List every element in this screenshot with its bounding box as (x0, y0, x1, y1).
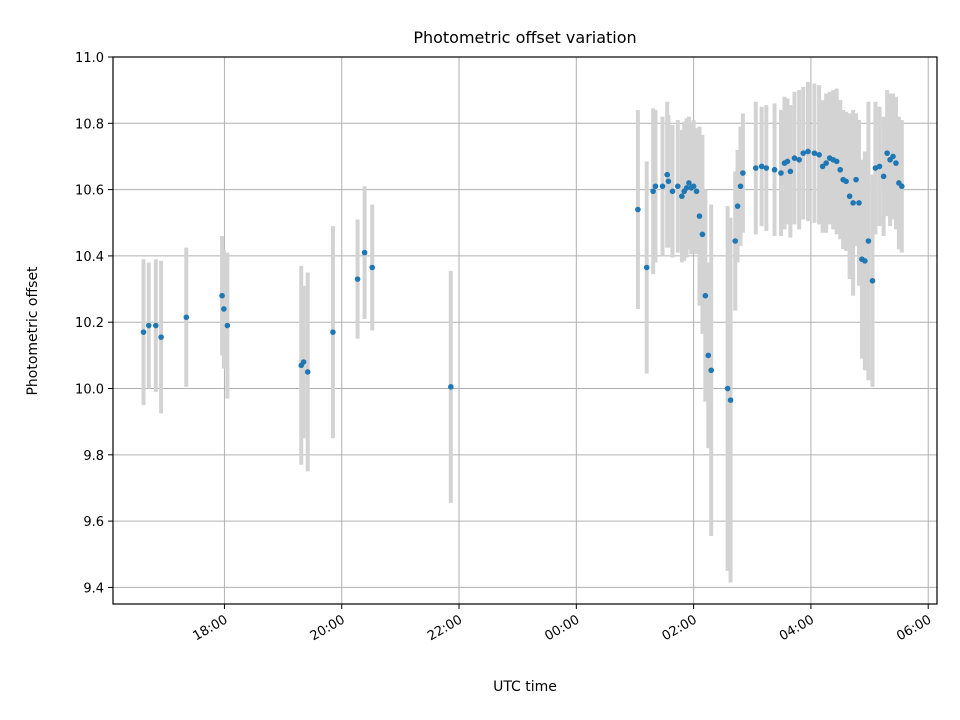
data-point (369, 264, 376, 271)
data-point (737, 183, 744, 190)
data-point (823, 160, 829, 166)
data-point (732, 238, 739, 244)
data-point (659, 183, 666, 190)
data-point (693, 188, 700, 195)
data-point (145, 322, 152, 329)
data-point (816, 151, 822, 158)
data-point (752, 165, 759, 171)
data-point (696, 213, 703, 219)
data-point (890, 153, 896, 160)
data-point (300, 359, 307, 365)
data-point (183, 314, 190, 321)
y-tick-label: 10.4 (75, 250, 104, 265)
data-point (884, 150, 890, 156)
data-point (833, 158, 840, 165)
data-point (304, 369, 311, 375)
data-point (679, 193, 685, 200)
data-point (224, 322, 231, 329)
data-point (674, 183, 681, 190)
data-point (796, 156, 802, 163)
data-point (740, 170, 746, 176)
data-point (850, 200, 856, 206)
data-point (664, 171, 671, 178)
data-point (899, 183, 905, 190)
chart-title: Photometric offset variation (413, 28, 636, 47)
y-tick-label: 11.0 (75, 51, 104, 66)
data-point (837, 166, 844, 173)
data-point (686, 180, 692, 186)
data-point (702, 292, 709, 299)
y-axis-ticks: 9.4 9.6 9.8 10.0 10.2 10.4 10.6 10.8 11.0 (75, 51, 113, 596)
data-points (140, 148, 905, 403)
data-point (843, 178, 849, 185)
x-axis-label: UTC time (493, 679, 557, 695)
data-point (665, 178, 672, 185)
data-point (683, 185, 690, 191)
data-point (643, 264, 650, 271)
data-point (158, 334, 164, 340)
plot-frame (112, 56, 938, 605)
data-point (893, 160, 899, 166)
y-tick-label: 9.8 (83, 449, 104, 464)
data-point (763, 165, 770, 171)
data-point (846, 193, 853, 200)
y-tick-label: 10.2 (75, 316, 104, 331)
data-point (140, 329, 147, 335)
y-axis-label: Photometric offset (25, 266, 41, 396)
data-point (811, 150, 818, 156)
data-point (354, 276, 361, 282)
data-point (705, 352, 712, 359)
data-point (699, 231, 706, 238)
data-point (876, 163, 883, 170)
data-point (652, 183, 659, 190)
data-point (819, 163, 826, 170)
data-point (800, 150, 807, 156)
data-point (727, 397, 734, 403)
data-point (669, 188, 676, 195)
data-point (791, 155, 798, 161)
data-point (778, 170, 784, 176)
data-point (865, 238, 872, 244)
data-point (771, 166, 778, 173)
data-point (724, 385, 731, 392)
data-point (862, 258, 868, 264)
data-point (219, 292, 225, 299)
data-point (869, 277, 876, 284)
y-tick-label: 9.4 (83, 581, 104, 596)
data-point (880, 173, 887, 180)
data-point (853, 176, 859, 183)
y-tick-label: 10.6 (75, 184, 104, 199)
data-point (690, 183, 697, 190)
data-point (330, 329, 336, 335)
data-point (650, 188, 656, 195)
data-point (361, 249, 368, 256)
data-point (856, 200, 862, 206)
y-tick-label: 10.8 (75, 117, 104, 132)
data-point (153, 322, 159, 329)
data-point (635, 206, 641, 213)
data-point (805, 148, 811, 155)
y-tick-label: 10.0 (75, 383, 104, 398)
data-point (448, 384, 454, 390)
data-point (784, 158, 791, 165)
y-tick-label: 9.6 (83, 515, 104, 530)
data-point (787, 168, 794, 175)
data-point (734, 203, 741, 209)
data-point (758, 163, 765, 170)
data-point (221, 306, 227, 312)
data-point (708, 367, 715, 374)
